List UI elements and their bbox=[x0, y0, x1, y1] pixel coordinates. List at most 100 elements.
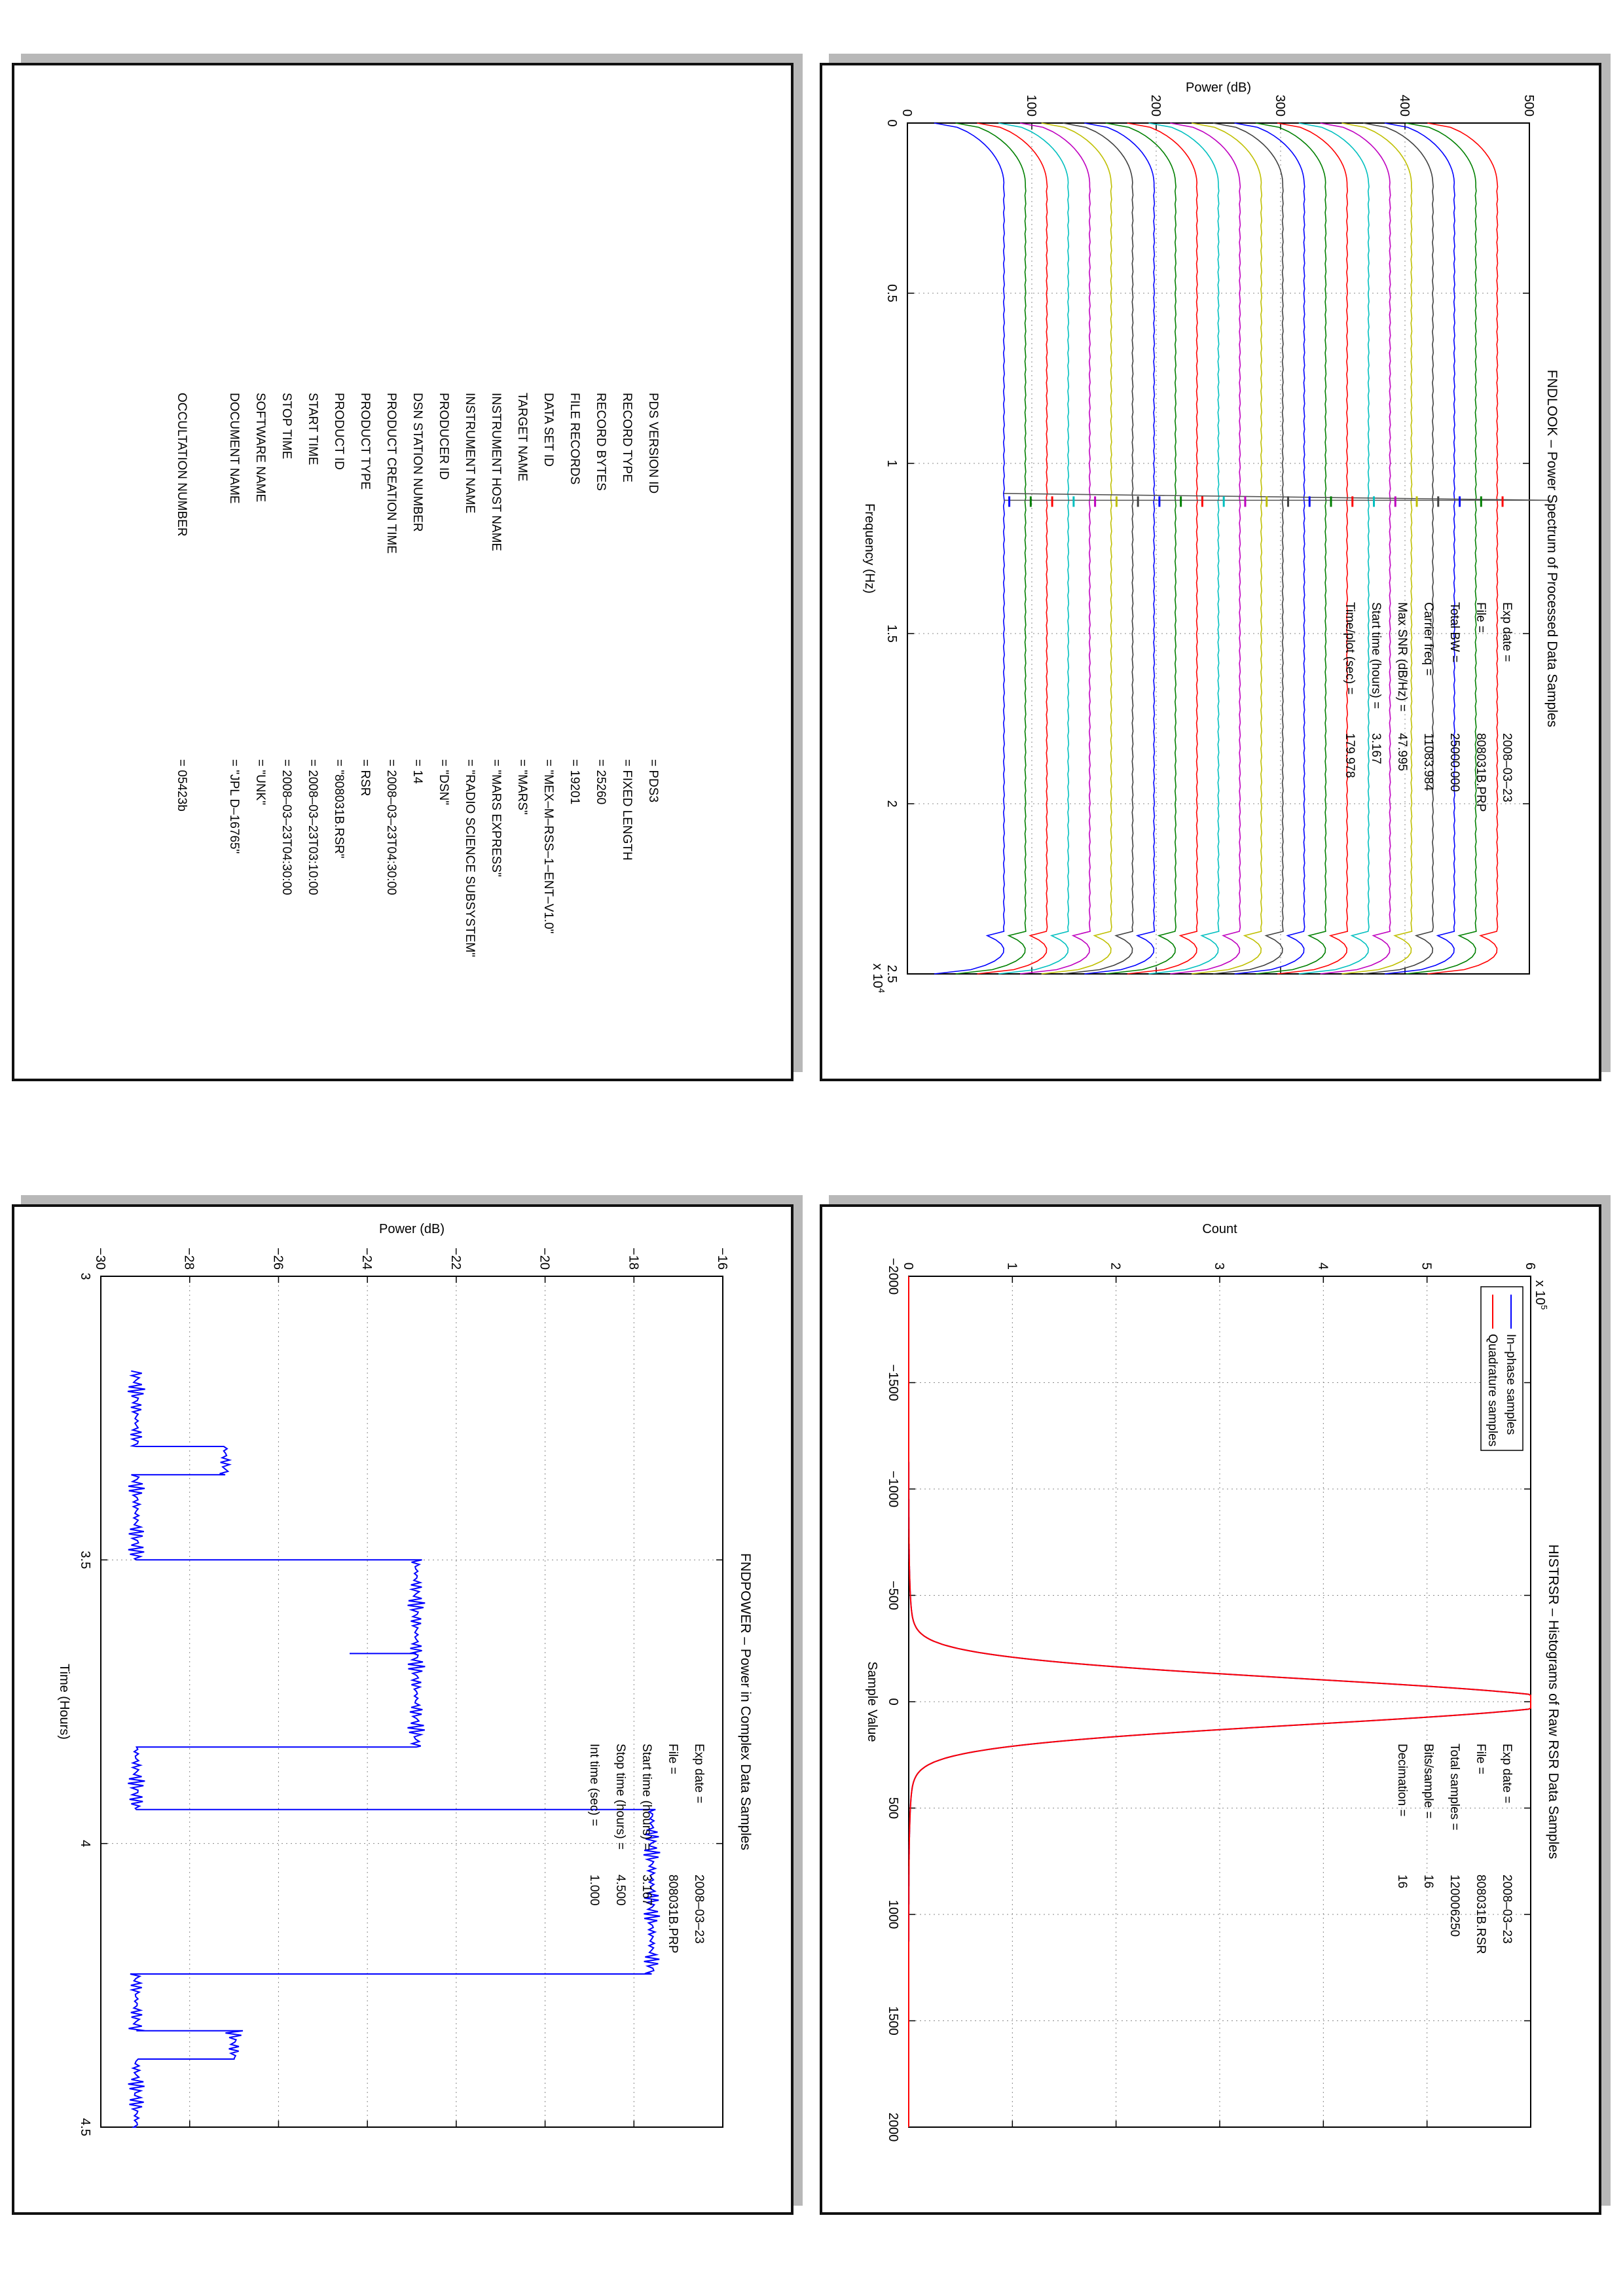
histrsr-series-line bbox=[908, 1276, 1531, 2127]
label-key: PRODUCT ID bbox=[332, 393, 346, 470]
fl-info-value: 47.995 bbox=[1395, 733, 1409, 771]
fl-info-value: 3.167 bbox=[1369, 733, 1383, 764]
hi-xtick-label: 0 bbox=[886, 1698, 900, 1705]
fp-ytick-label: −24 bbox=[359, 1247, 374, 1270]
hi-info-key: Total samples = bbox=[1448, 1744, 1461, 1831]
histrsr-ylabel: Count bbox=[1202, 1222, 1237, 1236]
pds-label-content: PDS VERSION ID = PDS3 RECORD TYPE = FIXED L… bbox=[14, 65, 791, 1079]
fp-info-key: Stop time (hours) = bbox=[613, 1744, 627, 1850]
label-key: PRODUCER ID bbox=[437, 393, 450, 480]
findlook-spectrum-line bbox=[934, 122, 1005, 975]
fp-xtick-label: 3 bbox=[78, 1272, 92, 1280]
findlook-spectrum-line bbox=[1427, 122, 1499, 975]
fl-xtick-label: 2 bbox=[884, 800, 899, 807]
fl-info-value: 2008–03–23 bbox=[1500, 733, 1514, 802]
label-value: = 19201 bbox=[568, 759, 581, 805]
findlook-spectrum-line bbox=[955, 122, 1027, 975]
hi-ytick-label: 2 bbox=[1108, 1263, 1123, 1270]
fp-ytick-label: −20 bbox=[538, 1247, 552, 1270]
fl-ytick-label: 200 bbox=[1148, 95, 1163, 117]
label-value: = "MARS" bbox=[515, 759, 529, 815]
fl-ytick-label: 300 bbox=[1273, 95, 1287, 117]
fl-info-key: File = bbox=[1474, 602, 1487, 633]
findlook-spectrum-line bbox=[1041, 122, 1112, 975]
hi-info-key: Decimation = bbox=[1395, 1744, 1409, 1816]
fl-info-key: Max SNR (dB/Hz) = bbox=[1395, 602, 1409, 711]
fl-info-key: Carrier freq = bbox=[1421, 602, 1435, 675]
label-value: = RSR bbox=[358, 759, 372, 797]
pds-label-panel: PDS VERSION ID = PDS3 RECORD TYPE = FIXED L… bbox=[12, 63, 793, 1081]
fndpower-ylabel: Power (dB) bbox=[379, 1222, 445, 1236]
fl-xtick-label: 0.5 bbox=[884, 284, 899, 302]
findlook-chart: FNDLOOK – Power Spectrum of Processed Da… bbox=[862, 81, 1559, 993]
findlook-spectrum-line bbox=[1063, 122, 1134, 975]
label-value: = 2008–03–23T04:30:00 bbox=[384, 759, 398, 895]
hi-ytick-label: 6 bbox=[1523, 1263, 1537, 1270]
histrsr-chart: HISTRSR – Histograms of Raw RSR Data Sam… bbox=[865, 1222, 1561, 2142]
findlook-spectrum-line bbox=[1234, 122, 1305, 975]
hi-ytick-label: 4 bbox=[1315, 1263, 1330, 1270]
label-value: = 2008–03–23T04:30:00 bbox=[280, 759, 293, 895]
fp-ytick-label: −18 bbox=[626, 1247, 640, 1270]
findlook-spectrum-line bbox=[1277, 122, 1349, 975]
label-value: = 05423b bbox=[175, 759, 189, 812]
hi-ytick-label: 1 bbox=[1004, 1263, 1019, 1270]
hi-ytick-label: 5 bbox=[1419, 1263, 1434, 1270]
fp-info-value: 3.167 bbox=[640, 1874, 653, 1906]
fl-info-value: 25000.000 bbox=[1448, 733, 1461, 792]
fp-ytick-label: −22 bbox=[448, 1247, 463, 1270]
hi-ytick-label: 3 bbox=[1212, 1263, 1226, 1270]
fndpower-xlabel: Time (Hours) bbox=[57, 1664, 71, 1740]
findlook-ylabel: Power (dB) bbox=[1186, 81, 1251, 95]
fp-info-value: 808031B.PRP bbox=[666, 1874, 680, 1953]
hi-info-value: 120006250 bbox=[1448, 1874, 1461, 1937]
hi-info-key: File = bbox=[1474, 1744, 1487, 1774]
label-key: INSTRUMENT NAME bbox=[463, 393, 477, 514]
findlook-spectrum-line bbox=[998, 122, 1070, 975]
findlook-spectrum-line bbox=[1213, 122, 1284, 975]
label-key: PRODUCT CREATION TIME bbox=[384, 393, 398, 554]
histrsr-yexponent: x 105 bbox=[1533, 1280, 1549, 1310]
fndpower-series-line bbox=[127, 1370, 661, 2128]
fl-info-key: Exp date = bbox=[1500, 602, 1514, 662]
findlook-spectrum-line bbox=[1256, 122, 1327, 975]
fl-info-value: 808031B.PRP bbox=[1474, 733, 1487, 812]
findlook-xexponent: x 104 bbox=[870, 963, 886, 993]
label-key: DSN STATION NUMBER bbox=[410, 393, 424, 532]
fp-ytick-label: −16 bbox=[715, 1247, 729, 1270]
label-value: = PDS3 bbox=[646, 759, 660, 803]
fp-info-key: File = bbox=[666, 1744, 680, 1774]
fp-info-value: 4.500 bbox=[613, 1874, 627, 1906]
label-key: DATA SET ID bbox=[541, 393, 555, 467]
legend-inphase: In–phase samples bbox=[1504, 1334, 1518, 1435]
hi-info-value: 2008–03–23 bbox=[1500, 1874, 1514, 1944]
findlook-spectrum-line bbox=[1084, 122, 1156, 975]
fndpower-panel: FNDPOWER – Power in Complex Data Samples… bbox=[12, 1204, 793, 2215]
fp-info-key: Start time (hours) = bbox=[640, 1744, 653, 1850]
fp-ytick-label: −28 bbox=[182, 1247, 196, 1270]
hi-info-value: 16 bbox=[1421, 1874, 1435, 1888]
findlook-spectrum-line bbox=[1127, 122, 1198, 975]
label-key: FILE RECORDS bbox=[568, 393, 581, 485]
fl-xtick-label: 2.5 bbox=[884, 965, 899, 983]
label-value: = FIXED LENGTH bbox=[620, 759, 634, 861]
fl-ytick-label: 0 bbox=[900, 109, 914, 117]
findlook-spectrum-line bbox=[1019, 122, 1091, 975]
label-key: START TIME bbox=[306, 393, 319, 465]
label-key: RECORD TYPE bbox=[620, 393, 634, 482]
label-key: PDS VERSION ID bbox=[646, 393, 660, 494]
fl-ytick-label: 100 bbox=[1024, 95, 1038, 117]
hi-xtick-label: 500 bbox=[886, 1797, 900, 1819]
hi-xtick-label: −500 bbox=[886, 1581, 900, 1610]
hi-xtick-label: −2000 bbox=[886, 1258, 900, 1295]
label-key: RECORD BYTES bbox=[594, 393, 608, 491]
findlook-carrier-peak bbox=[1004, 493, 1551, 501]
findlook-spectrum-line bbox=[1341, 122, 1413, 975]
label-value: = "UNK" bbox=[253, 759, 267, 805]
findlook-spectrum-line bbox=[1298, 122, 1370, 975]
label-key: SOFTWARE NAME bbox=[253, 393, 267, 503]
hi-xtick-label: 2000 bbox=[886, 2113, 900, 2142]
fl-info-key: Time/plot (sec) = bbox=[1343, 602, 1357, 694]
hi-info-key: Bits/sample = bbox=[1421, 1744, 1435, 1819]
fndpower-title: FNDPOWER – Power in Complex Data Samples bbox=[738, 1553, 753, 1850]
